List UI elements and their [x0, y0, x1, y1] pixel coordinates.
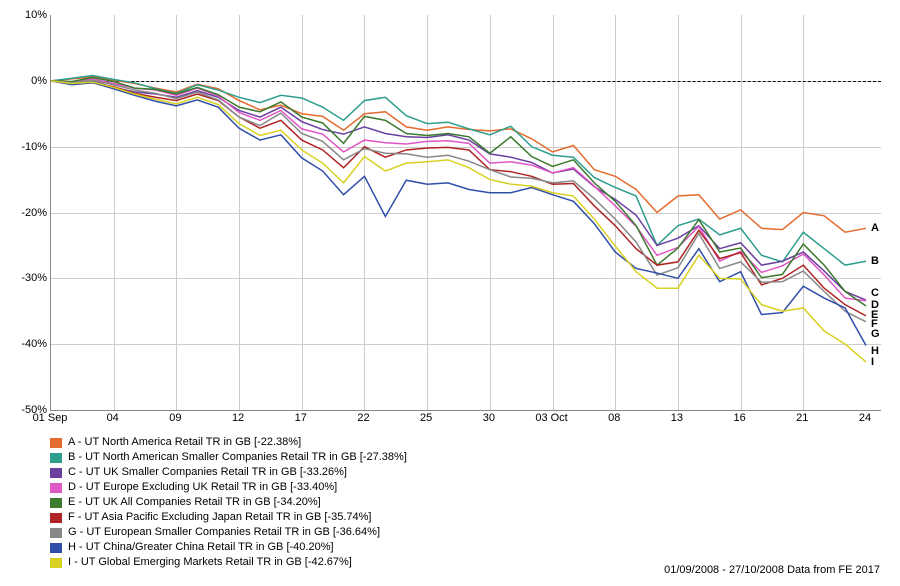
- series-line-C: [51, 81, 866, 300]
- legend-swatch: [50, 468, 62, 478]
- legend-swatch: [50, 483, 62, 493]
- legend-label: A - UT North America Retail TR in GB [-2…: [68, 435, 301, 450]
- y-axis-label: -30%: [21, 272, 47, 284]
- y-axis-label: 0%: [31, 75, 47, 87]
- series-end-label-G: G: [871, 328, 880, 340]
- x-axis-label: 09: [169, 412, 181, 424]
- series-line-D: [51, 79, 866, 301]
- y-axis-label: -10%: [21, 141, 47, 153]
- x-axis-label: 12: [232, 412, 244, 424]
- x-axis-label: 30: [483, 412, 495, 424]
- legend-swatch: [50, 453, 62, 463]
- x-axis-label: 01 Sep: [33, 412, 68, 424]
- x-axis-label: 04: [107, 412, 119, 424]
- legend-item-F: F - UT Asia Pacific Excluding Japan Reta…: [50, 510, 407, 525]
- x-axis-label: 25: [420, 412, 432, 424]
- x-axis-label: 22: [357, 412, 369, 424]
- legend-label: G - UT European Smaller Companies Retail…: [68, 525, 380, 540]
- series-end-label-C: C: [871, 287, 879, 299]
- legend: A - UT North America Retail TR in GB [-2…: [50, 435, 407, 570]
- legend-item-H: H - UT China/Greater China Retail TR in …: [50, 540, 407, 555]
- series-line-F: [51, 81, 866, 316]
- y-axis-label: -40%: [21, 338, 47, 350]
- y-axis-label: -20%: [21, 207, 47, 219]
- x-axis-label: 24: [859, 412, 871, 424]
- chart-lines: [51, 15, 881, 410]
- legend-swatch: [50, 558, 62, 568]
- legend-item-G: G - UT European Smaller Companies Retail…: [50, 525, 407, 540]
- legend-label: I - UT Global Emerging Markets Retail TR…: [68, 555, 352, 570]
- x-axis-label: 21: [796, 412, 808, 424]
- legend-label: E - UT UK All Companies Retail TR in GB …: [68, 495, 321, 510]
- series-line-G: [51, 80, 866, 322]
- series-line-E: [51, 78, 866, 306]
- legend-swatch: [50, 528, 62, 538]
- legend-swatch: [50, 438, 62, 448]
- series-line-I: [51, 81, 866, 362]
- series-end-label-H: H: [871, 345, 879, 357]
- x-axis-label: 13: [671, 412, 683, 424]
- chart-container: 10%0%-10%-20%-30%-40%-50% 01 Sep04091217…: [10, 10, 890, 576]
- legend-swatch: [50, 513, 62, 523]
- series-line-B: [51, 76, 866, 266]
- legend-item-C: C - UT UK Smaller Companies Retail TR in…: [50, 465, 407, 480]
- x-axis-label: 03 Oct: [535, 412, 567, 424]
- legend-label: B - UT North American Smaller Companies …: [68, 450, 407, 465]
- footer-text: 01/09/2008 - 27/10/2008 Data from FE 201…: [664, 564, 880, 576]
- legend-item-B: B - UT North American Smaller Companies …: [50, 450, 407, 465]
- x-axis-label: 17: [295, 412, 307, 424]
- legend-item-A: A - UT North America Retail TR in GB [-2…: [50, 435, 407, 450]
- series-end-label-B: B: [871, 255, 879, 267]
- x-axis-label: 16: [733, 412, 745, 424]
- y-axis-label: 10%: [25, 9, 47, 21]
- series-end-label-A: A: [871, 222, 879, 234]
- legend-swatch: [50, 498, 62, 508]
- legend-item-D: D - UT Europe Excluding UK Retail TR in …: [50, 480, 407, 495]
- legend-label: H - UT China/Greater China Retail TR in …: [68, 540, 334, 555]
- legend-item-I: I - UT Global Emerging Markets Retail TR…: [50, 555, 407, 570]
- legend-label: D - UT Europe Excluding UK Retail TR in …: [68, 480, 337, 495]
- legend-swatch: [50, 543, 62, 553]
- legend-label: F - UT Asia Pacific Excluding Japan Reta…: [68, 510, 371, 525]
- series-end-label-I: I: [871, 356, 874, 368]
- x-axis-label: 08: [608, 412, 620, 424]
- legend-item-E: E - UT UK All Companies Retail TR in GB …: [50, 495, 407, 510]
- legend-label: C - UT UK Smaller Companies Retail TR in…: [68, 465, 347, 480]
- plot-area: [50, 15, 881, 411]
